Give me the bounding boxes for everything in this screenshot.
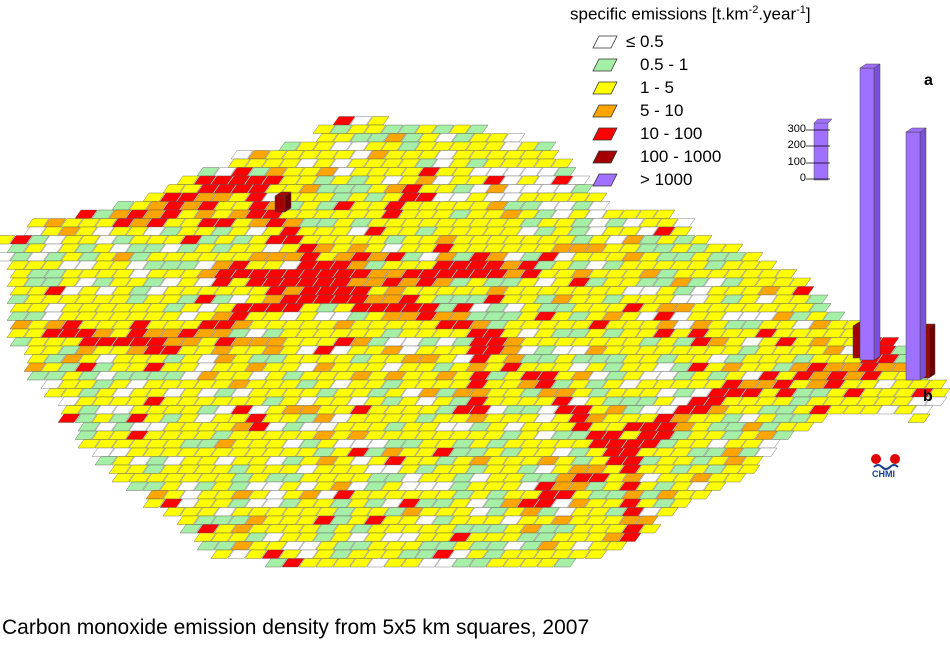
grid-cell <box>281 558 305 568</box>
legend-swatch <box>592 150 618 164</box>
emission-bar-point-a <box>859 63 881 361</box>
scale-tick-label: 100 <box>787 156 806 168</box>
grid-cell <box>0 252 16 262</box>
grid-cell <box>179 524 203 534</box>
legend-label: > 1000 <box>640 170 693 189</box>
grid-cell <box>618 532 642 542</box>
legend-swatch <box>592 104 618 118</box>
figure-caption: Carbon monoxide emission density from 5x… <box>2 616 590 639</box>
legend-label: 100 - 1000 <box>640 147 722 166</box>
grid-cell <box>859 405 883 415</box>
grid-cell <box>94 456 118 466</box>
grid-cell <box>771 430 795 440</box>
scale-tick-label: 300 <box>787 123 806 135</box>
grid-cell <box>638 524 662 534</box>
grid-cell <box>349 558 373 568</box>
scale-tick-label: 0 <box>799 172 806 184</box>
grid-cell <box>57 413 81 423</box>
grid-cell <box>584 549 608 559</box>
grid-cell <box>791 422 815 432</box>
grid-cell <box>298 558 322 568</box>
grid-cell <box>604 541 628 551</box>
grid-cell <box>655 507 679 517</box>
emission-bar-dark-red <box>274 191 292 213</box>
grid-cell <box>162 507 186 517</box>
grid-cell <box>737 464 761 474</box>
grid-cell <box>111 473 135 483</box>
grid-cell <box>77 439 101 449</box>
grid-cell <box>0 235 16 245</box>
grid-cell <box>485 558 509 568</box>
grid-cell <box>227 549 251 559</box>
legend-label: 1 - 5 <box>640 78 675 97</box>
grid-cell <box>400 558 424 568</box>
grid-cell <box>210 549 234 559</box>
legend-swatch <box>592 127 618 141</box>
grid-cell <box>754 447 778 457</box>
chmi-logo-text: CHMI <box>872 469 895 479</box>
emission-bar-point-b <box>905 127 927 381</box>
grid-cell <box>924 396 948 406</box>
height-scale-bar <box>806 118 833 181</box>
point-label-a: a <box>924 72 933 89</box>
grid-cell <box>723 473 747 483</box>
grid-cell <box>519 558 543 568</box>
grid-cell <box>451 558 475 568</box>
point-label-b: b <box>923 388 933 405</box>
grid-cell <box>332 558 356 568</box>
legend-label: 5 - 10 <box>640 101 684 120</box>
legend-label: 10 - 100 <box>640 124 703 143</box>
legend-swatch <box>592 81 618 95</box>
grid-cell <box>567 549 591 559</box>
grid-cell <box>805 413 829 423</box>
grid-cell <box>434 558 458 568</box>
legend-label: 0.5 - 1 <box>640 55 689 74</box>
legend-swatch <box>592 58 618 72</box>
grid-cell <box>669 498 693 508</box>
grid-cell <box>553 558 577 568</box>
grid-cell <box>907 413 931 423</box>
emission-grid <box>0 116 950 568</box>
grid-cell <box>142 498 166 508</box>
grid-cell <box>689 490 713 500</box>
grid-cell <box>417 558 441 568</box>
legend-swatch <box>592 35 618 49</box>
grid-cell <box>9 337 33 347</box>
grid-cell <box>26 371 50 381</box>
grid-cell <box>842 405 866 415</box>
grid-cell <box>125 481 149 491</box>
grid-cell <box>315 558 339 568</box>
grid-cell <box>536 558 560 568</box>
grid-cell <box>383 558 407 568</box>
grid-cell <box>876 405 900 415</box>
chmi-logo-icon <box>871 454 900 470</box>
grid-cell <box>502 558 526 568</box>
grid-cell <box>264 558 288 568</box>
legend-label: ≤ 0.5 <box>626 32 664 51</box>
grid-cell <box>366 558 390 568</box>
emission-density-map <box>0 63 950 568</box>
scale-tick-label: 200 <box>787 139 806 151</box>
grid-cell <box>196 541 220 551</box>
grid-cell <box>893 405 917 415</box>
grid-cell <box>468 558 492 568</box>
legend-swatch <box>592 173 618 187</box>
grid-cell <box>825 405 849 415</box>
grid-cell <box>703 481 727 491</box>
grid-cell <box>244 549 268 559</box>
legend-title: specific emissions [t.km-2.year-1] <box>570 4 811 24</box>
grid-cell <box>43 388 67 398</box>
